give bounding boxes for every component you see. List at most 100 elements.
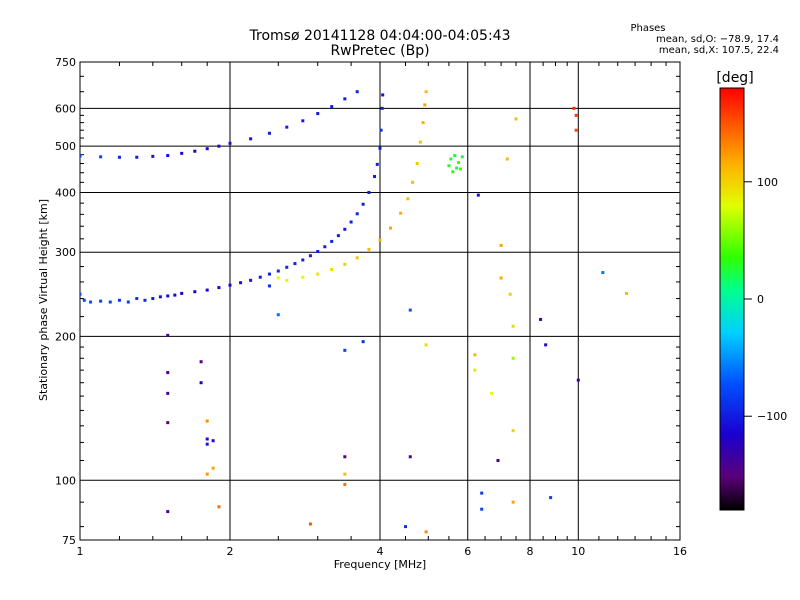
scatter-point [301, 119, 305, 123]
scatter-point [135, 297, 139, 301]
colorbar-unit: [deg] [716, 70, 753, 86]
scatter-point [343, 472, 347, 476]
scatter-point [336, 234, 340, 238]
scatter-point [285, 278, 289, 282]
scatter-point [455, 166, 459, 170]
scatter-point [80, 292, 82, 296]
scatter-point [276, 313, 280, 317]
scatter-point [205, 442, 209, 446]
scatter-point [544, 343, 548, 347]
scatter-point [514, 117, 518, 121]
scatter-point [249, 278, 253, 282]
scatter-point [418, 140, 422, 144]
scatter-point [499, 276, 503, 280]
scatter-point [228, 283, 232, 287]
scatter-point [276, 269, 280, 273]
scatter-point [447, 164, 451, 168]
scatter-point [511, 324, 515, 328]
scatter-point [166, 294, 170, 298]
scatter-point [480, 507, 484, 511]
scatter-point [316, 250, 320, 254]
scatter-point [330, 105, 334, 109]
scatter-point [330, 239, 334, 243]
scatter-point [408, 455, 412, 459]
scatter-point [276, 276, 280, 280]
y-tick-label: 750 [55, 56, 76, 69]
plot-grid [80, 62, 680, 540]
scatter-point [228, 141, 232, 145]
x-axis: 1 2 4 6 8 10 16 [77, 62, 687, 558]
scatter-point [293, 262, 297, 266]
scatter-point [389, 226, 393, 230]
scatter-point [424, 90, 428, 94]
scatter-point [135, 155, 139, 159]
y-tick-label: 400 [55, 186, 76, 199]
scatter-point [193, 149, 197, 153]
scatter-point [166, 510, 170, 514]
scatter-point [117, 298, 121, 302]
scatter-point [99, 155, 103, 159]
x-tick-label: 1 [77, 545, 84, 558]
scatter-point [211, 466, 215, 470]
scatter-point [355, 212, 359, 216]
scatter-point [411, 180, 415, 184]
y-tick-label: 75 [62, 534, 76, 547]
scatter-point [424, 343, 428, 347]
scatter-point [373, 175, 377, 179]
scatter-point [80, 154, 82, 158]
scatter-point [217, 144, 221, 148]
scatter-point [549, 496, 553, 500]
scatter-point [457, 161, 461, 165]
scatter-points [80, 90, 629, 534]
scatter-point [285, 265, 289, 269]
scatter-point [399, 211, 403, 215]
scatter-point [367, 190, 371, 194]
scatter-point [539, 317, 543, 321]
scatter-point [473, 353, 477, 357]
y-tick-label: 300 [55, 246, 76, 259]
scatter-point [217, 505, 221, 509]
x-tick-label: 10 [571, 545, 585, 558]
scatter-point [355, 90, 359, 94]
scatter-point [143, 298, 147, 302]
scatter-point [453, 154, 457, 158]
stats-o-mode: mean, sd,O: −78.9, 17.4 [656, 34, 779, 45]
x-tick-label: 2 [227, 545, 234, 558]
y-axis-title: Stationary phase Virtual Height [km] [37, 199, 50, 401]
scatter-point [343, 455, 347, 459]
scatter-point [343, 482, 347, 486]
scatter-point [496, 458, 500, 462]
scatter-point [330, 268, 334, 272]
scatter-point [343, 348, 347, 352]
scatter-point [380, 106, 384, 110]
scatter-point [458, 167, 462, 171]
colorbar-tick-label: 0 [757, 293, 764, 306]
scatter-point [576, 378, 580, 382]
scatter-point [180, 151, 184, 155]
scatter-point [355, 256, 359, 260]
colorbar-tick-label: −100 [757, 410, 787, 423]
scatter-point [574, 113, 578, 117]
y-tick-label: 500 [55, 140, 76, 153]
scatter-point [166, 154, 170, 158]
scatter-point [316, 272, 320, 276]
stats-header: Phases [630, 23, 665, 34]
scatter-point [239, 281, 243, 285]
stats-x-mode: mean, sd,X: 107.5, 22.4 [659, 45, 779, 56]
scatter-point [258, 275, 262, 279]
scatter-point [378, 238, 382, 242]
x-tick-label: 8 [527, 545, 534, 558]
scatter-point [480, 491, 484, 495]
scatter-point [166, 391, 170, 395]
scatter-point [403, 525, 407, 529]
scatter-point [99, 299, 103, 303]
scatter-point [108, 300, 112, 304]
scatter-point [166, 333, 170, 337]
scatter-point [421, 121, 425, 125]
colorbar-gradient [719, 87, 745, 511]
scatter-point [285, 125, 289, 129]
colorbar-ticks: 100 0 −100 [744, 176, 787, 423]
scatter-point [423, 103, 427, 107]
scatter-point [205, 472, 209, 476]
